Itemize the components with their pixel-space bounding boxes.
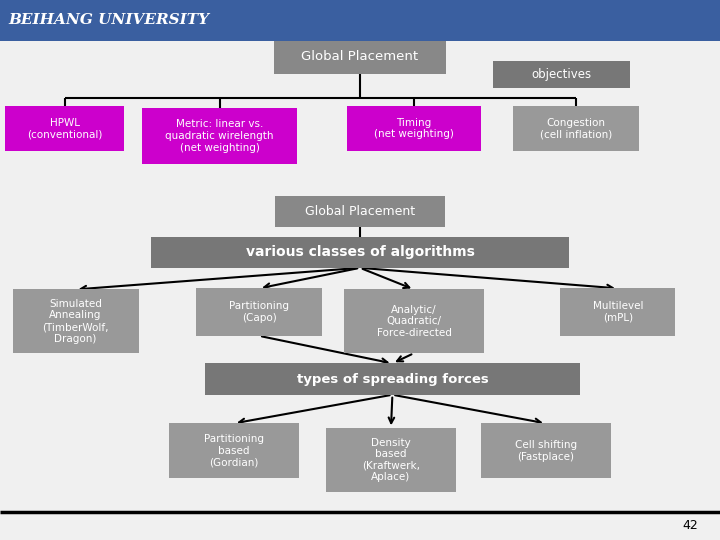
Text: Partitioning
(Capo): Partitioning (Capo) <box>229 301 289 323</box>
Text: Density
based
(Kraftwerk,
Aplace): Density based (Kraftwerk, Aplace) <box>362 438 420 482</box>
Text: Cell shifting
(Fastplace): Cell shifting (Fastplace) <box>515 440 577 462</box>
FancyBboxPatch shape <box>0 0 720 40</box>
FancyBboxPatch shape <box>13 289 138 353</box>
FancyBboxPatch shape <box>493 61 630 88</box>
FancyBboxPatch shape <box>169 423 299 478</box>
FancyBboxPatch shape <box>143 108 297 164</box>
FancyBboxPatch shape <box>205 363 580 395</box>
FancyBboxPatch shape <box>5 106 124 151</box>
Text: 42: 42 <box>683 519 698 532</box>
Text: Partitioning
based
(Gordian): Partitioning based (Gordian) <box>204 434 264 468</box>
FancyBboxPatch shape <box>347 106 481 151</box>
Text: Global Placement: Global Placement <box>305 205 415 218</box>
Text: types of spreading forces: types of spreading forces <box>297 373 488 386</box>
FancyBboxPatch shape <box>151 237 569 268</box>
Text: Congestion
(cell inflation): Congestion (cell inflation) <box>540 118 612 139</box>
Text: Multilevel
(mPL): Multilevel (mPL) <box>593 301 643 323</box>
FancyBboxPatch shape <box>560 288 675 336</box>
FancyBboxPatch shape <box>326 428 456 492</box>
FancyBboxPatch shape <box>274 39 446 74</box>
Text: HPWL
(conventional): HPWL (conventional) <box>27 118 102 139</box>
FancyBboxPatch shape <box>481 423 611 478</box>
Text: BEIHANG UNIVERSITY: BEIHANG UNIVERSITY <box>9 14 210 27</box>
FancyBboxPatch shape <box>196 288 323 336</box>
Text: Timing
(net weighting): Timing (net weighting) <box>374 118 454 139</box>
Text: Simulated
Annealing
(TimberWolf,
Dragon): Simulated Annealing (TimberWolf, Dragon) <box>42 299 109 343</box>
Text: Metric: linear vs.
quadratic wirelength
(net weighting): Metric: linear vs. quadratic wirelength … <box>166 119 274 153</box>
Text: Global Placement: Global Placement <box>302 50 418 63</box>
Text: objectives: objectives <box>531 68 592 81</box>
Text: Analytic/
Quadratic/
Force-directed: Analytic/ Quadratic/ Force-directed <box>377 305 451 338</box>
FancyBboxPatch shape <box>344 289 484 353</box>
FancyBboxPatch shape <box>513 106 639 151</box>
Text: various classes of algorithms: various classes of algorithms <box>246 245 474 259</box>
FancyBboxPatch shape <box>275 196 444 227</box>
